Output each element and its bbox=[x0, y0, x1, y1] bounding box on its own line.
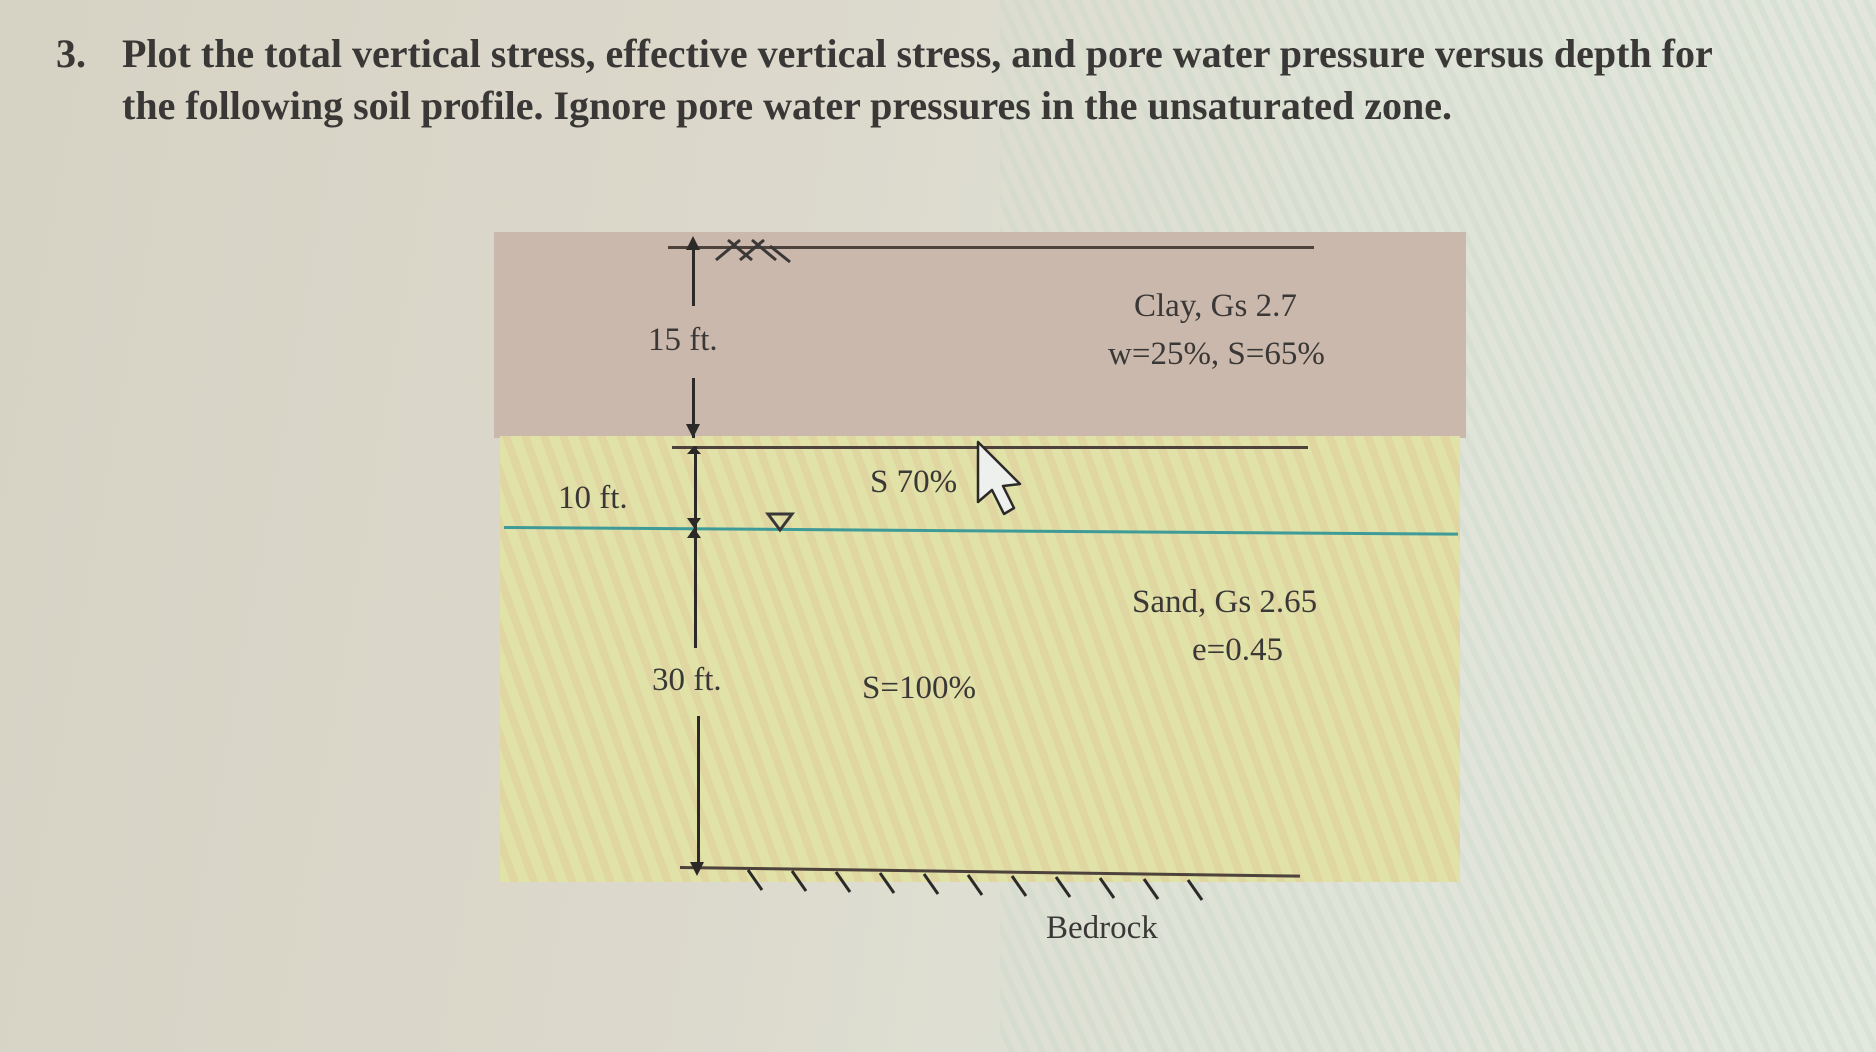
sand-lower-dimension-line-bottom bbox=[697, 716, 700, 864]
clay-dimension-line-top bbox=[692, 250, 695, 306]
sand-upper-saturation-label: S 70% bbox=[870, 464, 958, 500]
problem-text-line-1: Plot the total vertical stress, effectiv… bbox=[122, 31, 1713, 76]
sand-lower-dimension-line-top bbox=[694, 528, 697, 648]
sand-lower-thickness-label: 30 ft. bbox=[652, 662, 722, 698]
problem-text-line-2: the following soil profile. Ignore pore … bbox=[122, 83, 1452, 128]
sand-upper-dimension-line bbox=[694, 446, 697, 528]
clay-thickness-label: 15 ft. bbox=[648, 322, 718, 358]
water-table-icon bbox=[765, 512, 795, 533]
problem-number: 3. bbox=[56, 31, 86, 76]
clay-name-label: Clay, Gs 2.7 bbox=[1134, 288, 1297, 324]
bedrock-hatch-icon bbox=[746, 869, 1204, 901]
clay-layer bbox=[494, 232, 1466, 438]
ground-surface-hatch-icon bbox=[715, 238, 791, 264]
bedrock-label: Bedrock bbox=[1046, 910, 1158, 946]
sand-layer bbox=[500, 436, 1460, 882]
sand-properties-label: e=0.45 bbox=[1192, 632, 1284, 668]
clay-sand-boundary-line bbox=[672, 446, 1308, 449]
mouse-cursor-icon bbox=[976, 440, 1022, 516]
clay-properties-label: w=25%, S=65% bbox=[1108, 336, 1325, 372]
sand-lower-saturation-label: S=100% bbox=[862, 670, 976, 706]
clay-dimension-line-bottom bbox=[692, 378, 695, 438]
sand-upper-thickness-label: 10 ft. bbox=[558, 480, 628, 516]
sand-name-label: Sand, Gs 2.65 bbox=[1132, 584, 1318, 620]
dimension-arrowheads bbox=[686, 236, 704, 876]
ground-surface-line bbox=[668, 246, 1314, 249]
